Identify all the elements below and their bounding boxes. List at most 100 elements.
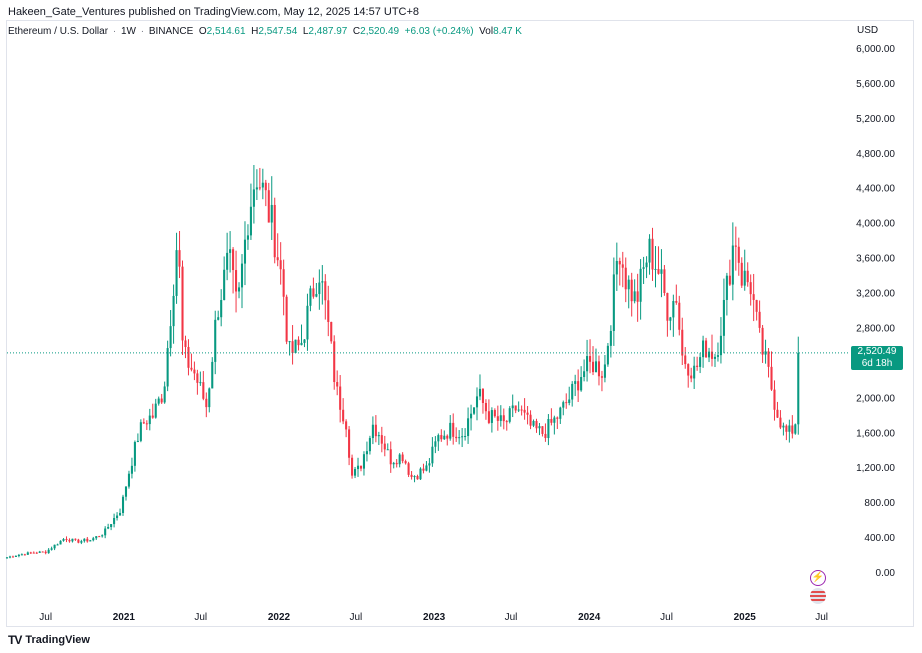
candle-body (449, 422, 452, 439)
candle-body (279, 260, 282, 270)
candle-body (594, 361, 598, 373)
candle-body (663, 269, 666, 293)
candle-body (782, 425, 785, 428)
open-value: 2,514.61 (206, 26, 246, 37)
candle-body (678, 302, 681, 330)
candle-body (327, 300, 330, 322)
x-tick-label: Jul (660, 612, 673, 623)
candle-body (583, 371, 586, 378)
candle-body (419, 468, 422, 480)
candle-body (475, 396, 479, 408)
candle-body (110, 524, 113, 528)
exchange: BINANCE (148, 26, 194, 37)
candle-body (83, 538, 86, 542)
us-flag-icon[interactable] (810, 588, 826, 604)
candle-body (261, 182, 264, 188)
candle-body (199, 382, 202, 384)
candle-body (5, 557, 9, 559)
brand[interactable]: TV TradingView (8, 633, 90, 647)
lightning-icon[interactable]: ⚡ (810, 570, 826, 586)
candle-body (306, 305, 309, 340)
candle-body (235, 270, 238, 292)
candle-body (226, 252, 229, 270)
candle-body (556, 417, 559, 419)
candle-body (309, 288, 312, 306)
candle-body (719, 335, 722, 356)
candle-body (401, 454, 404, 462)
candle-body (755, 299, 758, 312)
candle-body (773, 389, 776, 410)
candle-body (116, 515, 119, 519)
candle-body (166, 348, 169, 387)
candle-body (214, 319, 217, 362)
candle-body (374, 424, 377, 437)
high-value: 2,547.54 (258, 26, 298, 37)
candle-body (101, 535, 104, 537)
candle-body (151, 415, 154, 418)
candle-body (496, 416, 499, 421)
candle-body (431, 446, 434, 464)
candle-body (684, 355, 687, 365)
candle-body (184, 340, 187, 347)
candle-body (458, 437, 461, 439)
candle-body (178, 250, 181, 267)
currency-label[interactable]: USD (857, 25, 879, 36)
last-price-value: 2,520.49 (857, 346, 897, 357)
candle-body (502, 415, 505, 422)
candle-body (705, 340, 708, 358)
candle-body (746, 270, 749, 283)
candle-body (743, 270, 746, 286)
candle-body (38, 551, 41, 553)
y-tick-label: 4,000.00 (856, 219, 895, 230)
candle-body (544, 433, 547, 439)
candle-body (461, 436, 464, 438)
candle-body (633, 291, 636, 302)
y-tick-label: 1,600.00 (856, 428, 895, 439)
candle-body (348, 429, 351, 458)
candle-body (169, 326, 172, 349)
candle-body (142, 422, 145, 424)
candle-body (80, 541, 83, 543)
candle-body (285, 296, 288, 342)
candle-body (618, 260, 621, 265)
candle-body (648, 238, 651, 263)
candle-body (249, 206, 252, 236)
candle-body (550, 419, 553, 423)
candle-body (392, 462, 395, 465)
candle-body (53, 544, 56, 549)
candle-body (472, 407, 476, 414)
candle-body (728, 275, 731, 285)
candle-body (425, 465, 428, 471)
interval[interactable]: 1W (120, 26, 136, 37)
candle-body (98, 536, 101, 538)
candle-body (371, 424, 374, 439)
candle-body (517, 409, 520, 411)
candle-body (157, 398, 160, 404)
y-tick-label: 2,800.00 (856, 323, 895, 334)
candle-body (600, 376, 603, 378)
candle-body (758, 311, 761, 328)
candle-body (591, 361, 595, 373)
candle-body (229, 249, 232, 253)
candle-body (571, 383, 574, 400)
symbol-name[interactable]: Ethereum / U.S. Dollar (8, 26, 109, 37)
candle-body (139, 422, 142, 441)
candle-body (148, 415, 151, 425)
candle-body (26, 552, 29, 555)
brand-name: TradingView (25, 634, 90, 646)
candle-body (767, 351, 770, 367)
candle-body (68, 539, 71, 542)
publisher-line: Hakeen_Gate_Ventures published on Tradin… (8, 6, 420, 18)
candle-body (514, 405, 517, 411)
candle-body (645, 262, 648, 268)
candle-body (362, 454, 366, 469)
candle-body (86, 538, 89, 542)
candle-body (351, 457, 354, 476)
candle-body (136, 440, 139, 443)
candle-body (511, 405, 514, 409)
candle-body (603, 364, 606, 378)
candle-body (282, 269, 285, 297)
candle-body (606, 345, 609, 365)
candle-body (710, 351, 714, 359)
